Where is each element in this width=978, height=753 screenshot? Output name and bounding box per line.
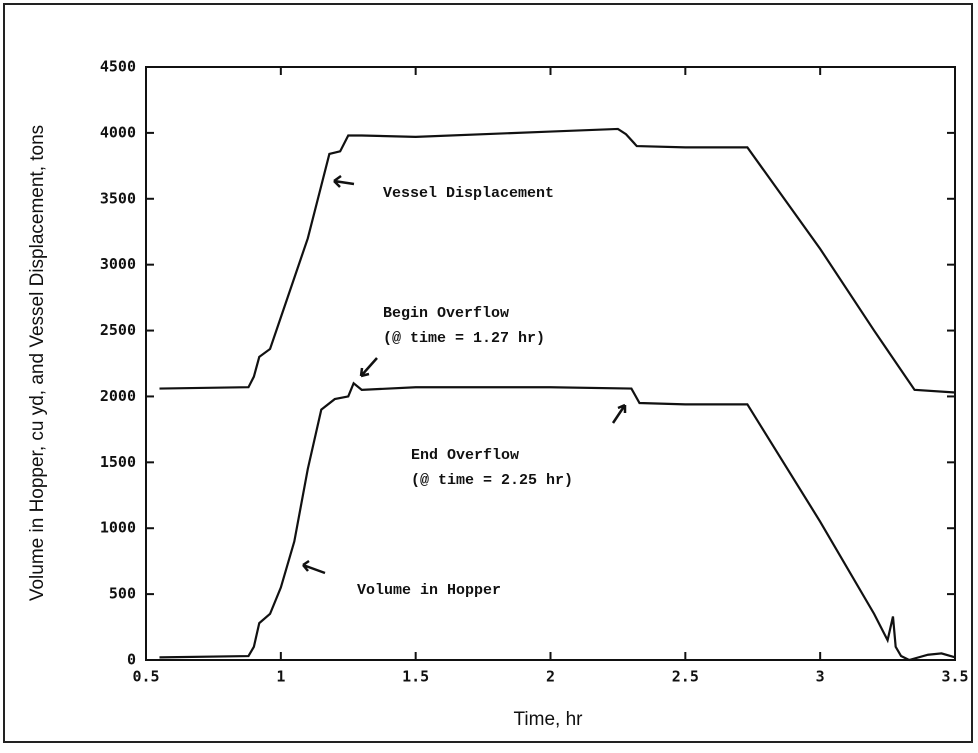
y-tick-label: 0 (127, 651, 136, 669)
annotation: (@ time = 1.27 hr) (383, 330, 545, 347)
annotation: Vessel Displacement (383, 185, 554, 202)
plot-frame (145, 66, 956, 661)
arrows (302, 174, 627, 575)
frame (3, 3, 973, 743)
x-tick-label: 2.5 (672, 668, 699, 686)
y-axis-label: Volume in Hopper, cu yd, and Vessel Disp… (27, 125, 48, 601)
x-tick-label: 1.5 (402, 668, 429, 686)
y-tick-label: 500 (109, 585, 136, 603)
annotation: Begin Overflow (383, 305, 509, 322)
x-tick-label: 0.5 (132, 668, 159, 686)
annotation: End Overflow (411, 447, 519, 464)
x-axis-label: Time, hr (514, 709, 584, 730)
y-tick-label: 2500 (100, 321, 136, 339)
y-tick-label: 3000 (100, 255, 136, 273)
x-tick-label: 1 (276, 668, 285, 686)
data-line (159, 127, 956, 394)
annotation: (@ time = 2.25 hr) (411, 472, 573, 489)
x-tick-label: 3 (816, 668, 825, 686)
y-tick-label: 4500 (100, 58, 136, 76)
y-tick-label: 1500 (100, 453, 136, 471)
y-tick-label: 1000 (100, 519, 136, 537)
y-tick-label: 4000 (100, 123, 136, 141)
x-tick-label: 2 (546, 668, 555, 686)
y-tick-label: 2000 (100, 387, 136, 405)
data-line (159, 381, 956, 662)
y-tick-label: 3500 (100, 189, 136, 207)
annotation: Volume in Hopper (357, 582, 501, 599)
x-tick-label: 3.5 (941, 668, 968, 686)
